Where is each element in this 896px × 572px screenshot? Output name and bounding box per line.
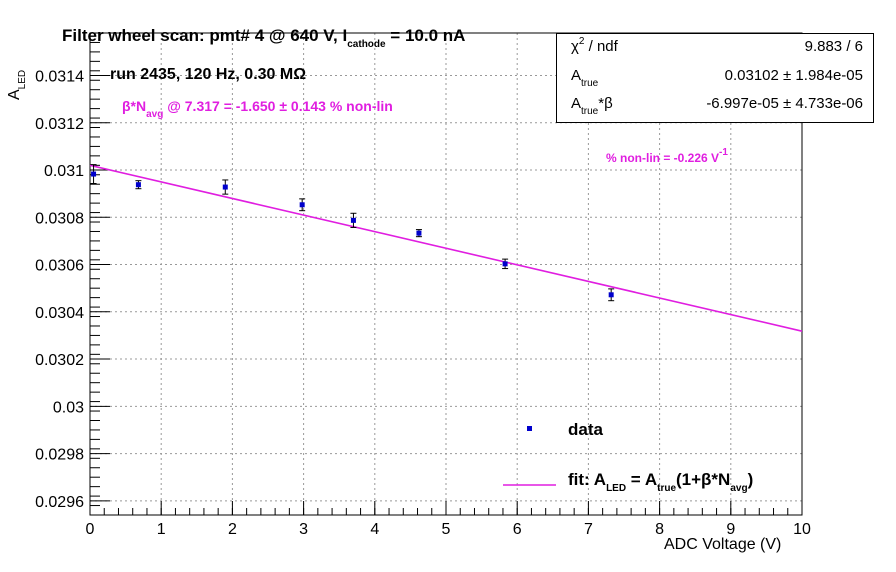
y-tick-label: 0.0306 bbox=[35, 258, 84, 275]
x-tick-label: 7 bbox=[584, 521, 593, 538]
y-tick-label: 0.0308 bbox=[35, 210, 84, 227]
y-tick-label: 0.031 bbox=[44, 163, 84, 180]
x-tick-label: 10 bbox=[793, 521, 811, 538]
fit-line bbox=[89, 164, 803, 332]
data-point bbox=[91, 171, 97, 177]
data-point bbox=[350, 217, 356, 223]
axis-ticks: 0 1 2 3 4 5 6 7 8 9 10 0.0296 0.0298 0.03 0.0302 0.0304… bbox=[35, 32, 811, 538]
y-axis-label: ALED bbox=[6, 69, 28, 100]
data-points bbox=[90, 164, 615, 302]
stats-row-atrue-beta: Atrue*β -6.997e-05 ± 4.733e-06 bbox=[571, 95, 863, 117]
y-tick-label: 0.0296 bbox=[35, 494, 84, 511]
x-tick-label: 8 bbox=[655, 521, 664, 538]
x-tick-label: 0 bbox=[86, 521, 95, 538]
data-point bbox=[135, 182, 141, 188]
x-tick-label: 6 bbox=[513, 521, 522, 538]
x-axis-label: ADC Voltage (V) bbox=[664, 536, 782, 553]
data-point bbox=[502, 261, 508, 267]
y-tick-label: 0.03 bbox=[53, 399, 84, 416]
nonlin-label: % non-lin = -0.226 V-1 bbox=[606, 147, 728, 165]
chart-title: Filter wheel scan: pmt# 4 @ 640 V, Icath… bbox=[62, 26, 466, 50]
legend-marks bbox=[503, 426, 556, 486]
x-tick-label: 3 bbox=[299, 521, 308, 538]
run-label: run 2435, 120 Hz, 0.30 MΩ bbox=[110, 66, 307, 83]
stats-row-atrue: Atrue 0.03102 ± 1.984e-05 bbox=[571, 67, 863, 89]
stats-row-chi2: χ2 / ndf 9.883 / 6 bbox=[571, 36, 863, 55]
legend-data-label: data bbox=[568, 420, 603, 439]
y-tick-label: 0.0312 bbox=[35, 116, 84, 133]
beta-label: β*Navg @ 7.317 = -1.650 ± 0.143 % non-li… bbox=[122, 98, 393, 120]
legend-fit-label: fit: ALED = Atrue(1+β*Navg) bbox=[568, 470, 754, 494]
x-tick-label: 1 bbox=[157, 521, 166, 538]
x-tick-label: 2 bbox=[228, 521, 237, 538]
x-tick-label: 4 bbox=[370, 521, 379, 538]
legend-data-marker bbox=[527, 426, 532, 431]
y-tick-label: 0.0314 bbox=[35, 69, 84, 86]
fit-line-group bbox=[89, 164, 803, 332]
y-tick-label: 0.0302 bbox=[35, 352, 84, 369]
y-tick-label: 0.0298 bbox=[35, 447, 84, 464]
x-tick-label: 9 bbox=[726, 521, 735, 538]
data-point bbox=[299, 202, 305, 208]
data-point bbox=[416, 230, 422, 236]
data-point bbox=[608, 292, 614, 298]
data-point bbox=[222, 184, 228, 190]
y-tick-label: 0.0304 bbox=[35, 305, 84, 322]
stats-box: χ2 / ndf 9.883 / 6 Atrue 0.03102 ± 1.984… bbox=[556, 33, 874, 123]
x-tick-label: 5 bbox=[442, 521, 451, 538]
